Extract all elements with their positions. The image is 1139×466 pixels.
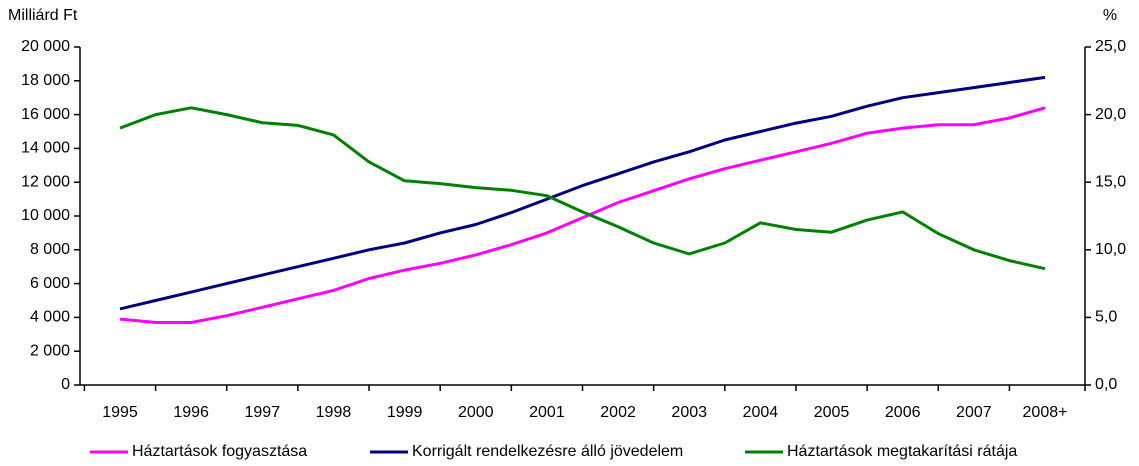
x-tick-label: 2005 — [814, 404, 850, 421]
y-tick-label: 20 000 — [21, 38, 70, 55]
y2-tick-label: 5,0 — [1095, 309, 1117, 326]
x-tick-label: 1995 — [102, 404, 138, 421]
y-tick-label: 2 000 — [30, 342, 70, 359]
x-tick-label: 2007 — [956, 404, 992, 421]
y-tick-label: 0 — [61, 376, 70, 393]
series-line — [119, 106, 1046, 271]
y-tick-label: 10 000 — [21, 207, 70, 224]
x-tick-label: 1998 — [316, 404, 352, 421]
x-tick-label: 2002 — [600, 404, 636, 421]
y-tick-label: 4 000 — [30, 309, 70, 326]
y2-axis-label: % — [1103, 7, 1117, 24]
legend-label: Háztartások fogyasztása — [132, 443, 307, 460]
x-tick-label: 2000 — [458, 404, 494, 421]
legend-label: Háztartások megtakarítási rátája — [787, 443, 1017, 460]
y2-tick-label: 25,0 — [1095, 38, 1126, 55]
x-tick-label: 1997 — [245, 404, 281, 421]
y-tick-label: 18 000 — [21, 72, 70, 89]
y-axis-label: Milliárd Ft — [8, 7, 78, 24]
x-tick-label: 1999 — [387, 404, 423, 421]
y2-tick-label: 15,0 — [1095, 173, 1126, 190]
y2-tick-label: 20,0 — [1095, 106, 1126, 123]
legend-label: Korrigált rendelkezésre álló jövedelem — [412, 443, 683, 460]
x-tick-label: 1996 — [173, 404, 209, 421]
series-line — [119, 75, 1046, 311]
y-tick-label: 12 000 — [21, 173, 70, 190]
x-tick-label: 2004 — [743, 404, 779, 421]
x-tick-label: 2006 — [885, 404, 921, 421]
x-tick-label: 2001 — [529, 404, 565, 421]
x-tick-label: 2008+ — [1023, 404, 1068, 421]
y2-tick-label: 0,0 — [1095, 376, 1117, 393]
y-tick-label: 16 000 — [21, 106, 70, 123]
y2-tick-label: 10,0 — [1095, 241, 1126, 258]
y-tick-label: 8 000 — [30, 241, 70, 258]
series-line — [119, 106, 1046, 324]
y-tick-label: 6 000 — [30, 275, 70, 292]
x-tick-label: 2003 — [671, 404, 707, 421]
y-tick-label: 14 000 — [21, 140, 70, 157]
